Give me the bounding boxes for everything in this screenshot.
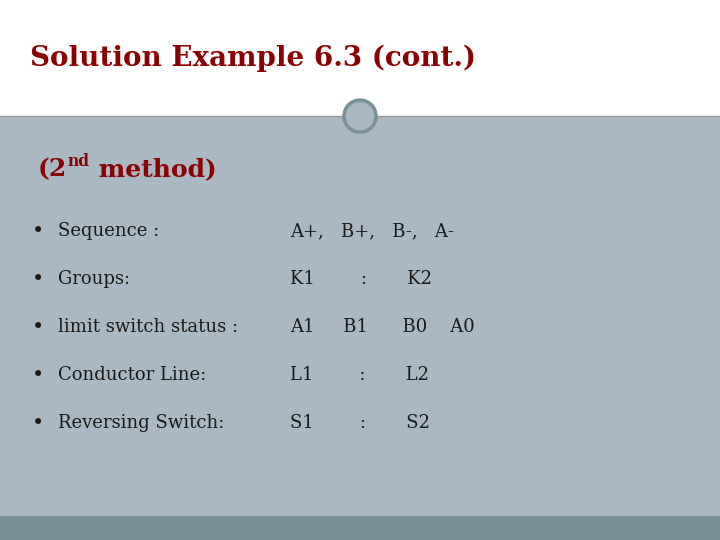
Text: K1        :       K2: K1 : K2 bbox=[290, 270, 432, 288]
Text: A+,   B+,   B-,   A-: A+, B+, B-, A- bbox=[290, 222, 454, 240]
Text: S1        :       S2: S1 : S2 bbox=[290, 414, 430, 432]
Text: Conductor Line:: Conductor Line: bbox=[58, 366, 206, 384]
FancyBboxPatch shape bbox=[0, 0, 720, 116]
Text: method): method) bbox=[90, 157, 217, 181]
Text: Reversing Switch:: Reversing Switch: bbox=[58, 414, 225, 432]
Text: Solution Example 6.3 (cont.): Solution Example 6.3 (cont.) bbox=[30, 44, 476, 72]
Text: •: • bbox=[32, 318, 44, 336]
Text: •: • bbox=[32, 366, 44, 384]
Text: limit switch status :: limit switch status : bbox=[58, 318, 238, 336]
FancyBboxPatch shape bbox=[0, 516, 720, 540]
Text: nd: nd bbox=[68, 153, 90, 170]
Text: •: • bbox=[32, 221, 44, 241]
Text: Groups:: Groups: bbox=[58, 270, 130, 288]
Text: Sequence :: Sequence : bbox=[58, 222, 159, 240]
Text: L1        :       L2: L1 : L2 bbox=[290, 366, 429, 384]
Circle shape bbox=[344, 100, 376, 132]
Text: •: • bbox=[32, 269, 44, 288]
Text: A1     B1      B0    A0: A1 B1 B0 A0 bbox=[290, 318, 474, 336]
Text: •: • bbox=[32, 414, 44, 433]
Text: (2: (2 bbox=[38, 157, 67, 181]
FancyBboxPatch shape bbox=[0, 116, 720, 516]
